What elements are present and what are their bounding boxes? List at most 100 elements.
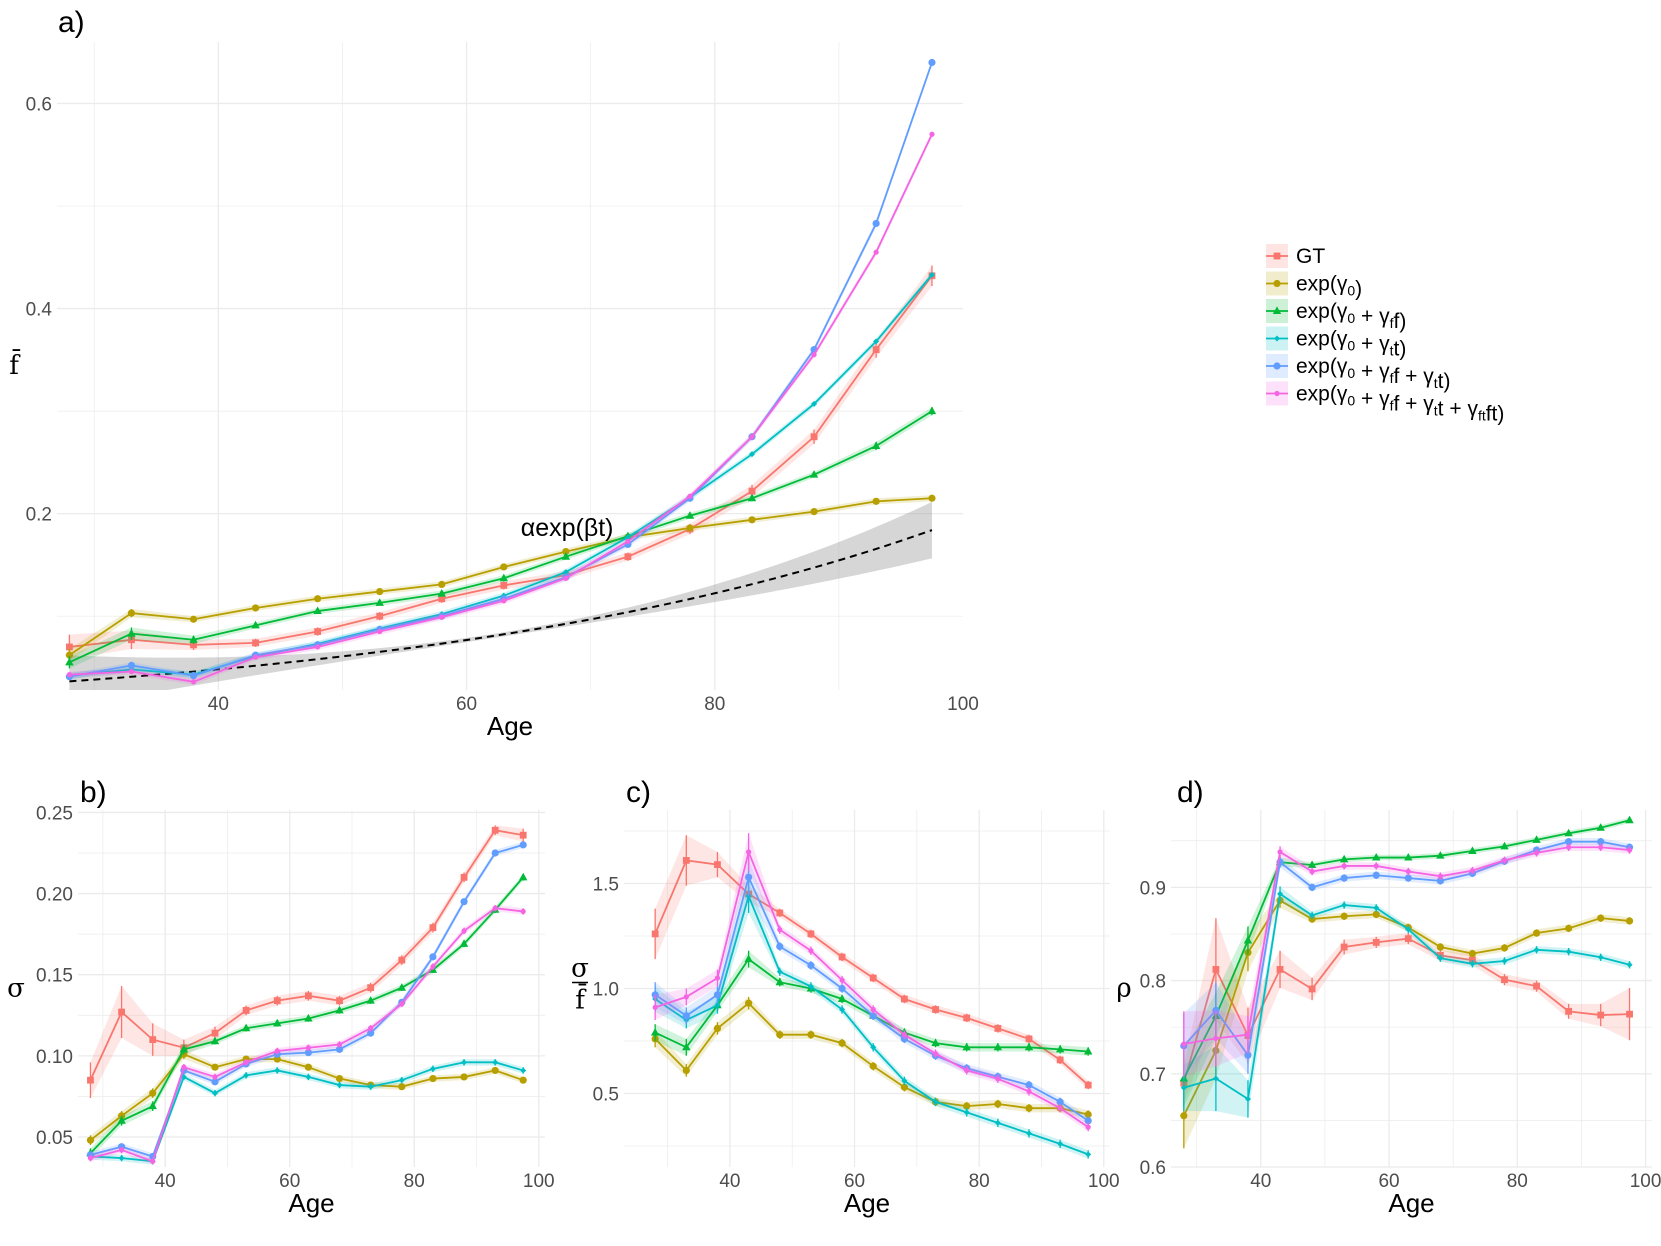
data-point xyxy=(460,1073,468,1081)
data-point xyxy=(118,1155,125,1162)
data-point xyxy=(1024,1042,1034,1051)
data-point xyxy=(252,654,259,660)
data-point xyxy=(336,997,343,1005)
data-point xyxy=(748,516,756,524)
data-point xyxy=(900,1083,908,1091)
data-point xyxy=(491,1066,499,1075)
data-point xyxy=(243,1059,249,1065)
data-point xyxy=(775,977,784,986)
data-point xyxy=(1243,935,1253,944)
data-point xyxy=(838,953,846,961)
data-point xyxy=(315,644,321,650)
data-point xyxy=(651,930,659,938)
x-tick-label: 40 xyxy=(155,1171,176,1192)
data-point xyxy=(995,1076,1001,1082)
data-point xyxy=(243,1072,250,1079)
data-point xyxy=(376,587,384,596)
x-tick-label: 60 xyxy=(456,694,477,715)
data-point xyxy=(242,1007,250,1014)
data-point xyxy=(685,511,695,519)
data-point xyxy=(1085,1151,1092,1158)
legend-key-marker xyxy=(1273,252,1281,260)
data-point xyxy=(1565,838,1573,846)
data-point xyxy=(1436,943,1444,951)
data-point xyxy=(682,1066,690,1074)
data-point xyxy=(305,1045,311,1051)
y-axis-title-numerator: σ xyxy=(571,954,589,984)
data-point xyxy=(1468,846,1477,855)
data-point xyxy=(519,1076,527,1084)
series-ribbon xyxy=(655,996,1089,1119)
data-point xyxy=(929,131,935,137)
data-point xyxy=(1625,917,1634,925)
data-point xyxy=(1597,954,1604,961)
data-point xyxy=(1307,860,1317,868)
data-point xyxy=(519,872,528,881)
plot-content xyxy=(86,825,528,1165)
data-point xyxy=(179,1044,189,1053)
data-point xyxy=(117,1116,126,1124)
data-point xyxy=(1625,815,1634,824)
legend-label: exp(γ0 + γff) xyxy=(1296,300,1406,333)
data-point xyxy=(314,595,322,603)
data-point xyxy=(1244,1051,1252,1059)
data-point xyxy=(500,582,508,589)
data-point xyxy=(562,569,569,576)
data-point xyxy=(127,629,136,637)
data-point xyxy=(1626,847,1633,853)
data-point xyxy=(1057,1105,1063,1111)
data-point xyxy=(491,849,499,857)
y-tick-label: 0.05 xyxy=(36,1128,73,1149)
data-point xyxy=(1597,914,1605,922)
series-g0ftx xyxy=(87,904,526,1165)
legend-item-g0ftx: exp(γ0 + γff + γtt + γftft) xyxy=(1266,381,1504,426)
panel-3: 40 60 80 100 0.5 1.0 1.5 Age σf̄ c) xyxy=(571,776,1119,1218)
data-point xyxy=(748,487,756,495)
data-point xyxy=(686,524,694,532)
series-g0ftx xyxy=(1181,843,1633,1077)
data-point xyxy=(1469,960,1476,967)
data-point xyxy=(1533,946,1540,953)
data-point xyxy=(1026,1130,1032,1137)
data-point xyxy=(810,433,818,441)
data-point xyxy=(190,679,197,685)
y-tick-label: 0.7 xyxy=(1140,1065,1166,1086)
data-point xyxy=(994,1025,1002,1032)
y-tick-label: 0.20 xyxy=(36,885,73,906)
data-point xyxy=(1597,838,1605,846)
data-point xyxy=(1468,949,1477,958)
plot-area xyxy=(1171,810,1652,1167)
legend-key-marker xyxy=(1273,279,1281,288)
data-point xyxy=(839,977,845,983)
x-tick-label: 60 xyxy=(844,1171,865,1192)
x-tick-label: 80 xyxy=(404,1171,425,1192)
data-point xyxy=(869,974,877,982)
data-point xyxy=(66,672,73,678)
data-point xyxy=(964,1067,970,1073)
x-tick-label: 80 xyxy=(969,1171,990,1192)
data-point xyxy=(1565,1007,1573,1015)
data-point xyxy=(118,1147,125,1153)
x-tick-label: 60 xyxy=(279,1171,300,1192)
data-point xyxy=(901,1032,907,1038)
x-tick-label: 60 xyxy=(1378,1171,1399,1192)
y-tick-label: 0.8 xyxy=(1140,972,1166,993)
data-point xyxy=(241,1023,251,1032)
series-ribbon xyxy=(1183,886,1630,1118)
data-point xyxy=(1056,1098,1064,1106)
data-point xyxy=(714,975,721,981)
data-point xyxy=(561,552,571,560)
data-point xyxy=(1181,1041,1187,1047)
series-g0f xyxy=(86,872,528,1159)
legend-label: exp(γ0 + γff + γtt + γftft) xyxy=(1296,383,1504,426)
plot-area xyxy=(57,42,963,690)
legend-key-marker xyxy=(1274,390,1280,397)
data-point xyxy=(1309,868,1315,875)
data-point xyxy=(1084,1117,1092,1125)
data-point xyxy=(682,1012,690,1020)
data-point xyxy=(1469,956,1476,964)
series-g0t xyxy=(1180,886,1633,1118)
data-point xyxy=(1437,873,1443,879)
data-point xyxy=(492,905,498,911)
